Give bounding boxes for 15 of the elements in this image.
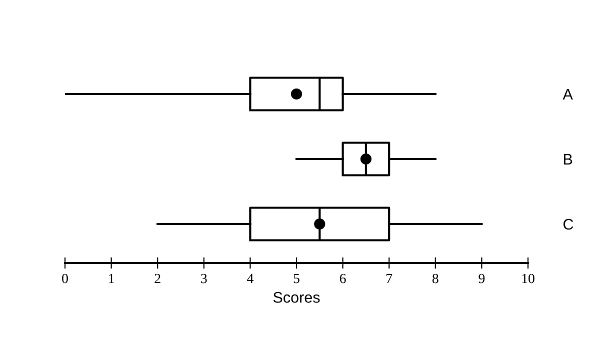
y-tick-label: A (562, 89, 573, 100)
x-tick-label: 8 (432, 274, 438, 284)
x-axis-title: Scores (273, 292, 320, 303)
x-tick-label: 7 (386, 274, 392, 284)
x-tick-label: 5 (294, 274, 300, 284)
x-tick-label: 9 (478, 274, 485, 284)
x-tick-label: 6 (340, 274, 346, 284)
x-tick-label: 0 (62, 274, 68, 284)
x-tick-label: 10 (522, 274, 534, 284)
x-tick-label: 1 (109, 274, 114, 284)
x-tick-label: 4 (247, 274, 254, 284)
y-tick-label: B (564, 154, 572, 165)
x-tick-label: 3 (201, 274, 207, 284)
y-tick-label: C (564, 218, 574, 230)
x-tick-label: 2 (154, 274, 160, 284)
